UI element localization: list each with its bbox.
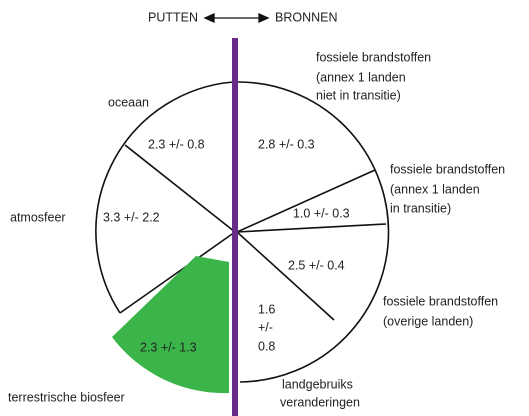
sink-value: 2.3 +/- 0.8 bbox=[148, 137, 205, 151]
source-label: in transitie) bbox=[390, 201, 451, 215]
source-label: fossiele brandstoffen bbox=[316, 50, 431, 64]
sink-divider bbox=[119, 231, 236, 314]
source-value: 0.8 bbox=[258, 339, 275, 353]
sink-value: 2.3 +/- 1.3 bbox=[140, 340, 197, 354]
source-label: (annex 1 landen bbox=[390, 182, 480, 196]
source-label: landgebruiks bbox=[282, 377, 353, 391]
sink-divider bbox=[124, 144, 236, 233]
source-divider bbox=[236, 169, 376, 233]
header-left: PUTTEN bbox=[148, 10, 198, 24]
sink-label: oceaan bbox=[108, 95, 149, 109]
source-divider bbox=[236, 223, 387, 233]
sink-label: atmosfeer bbox=[10, 210, 66, 224]
divider-bar bbox=[232, 38, 238, 416]
sink-value: 3.3 +/- 2.2 bbox=[103, 210, 160, 224]
biosphere-wedge bbox=[112, 256, 229, 394]
source-value: 1.6 bbox=[258, 302, 275, 316]
source-value: 1.0 +/- 0.3 bbox=[293, 206, 350, 220]
right-pie-arc bbox=[236, 81, 390, 383]
source-label: fossiele brandstoffen bbox=[390, 162, 505, 176]
source-label: (overige landen) bbox=[383, 314, 473, 328]
source-label: fossiele brandstoffen bbox=[383, 294, 498, 308]
left-pie-arc bbox=[95, 81, 234, 314]
sink-label: terrestrische biosfeer bbox=[8, 390, 125, 404]
source-divider bbox=[236, 231, 335, 321]
source-label: niet in transitie) bbox=[316, 88, 401, 102]
source-value: +/- bbox=[258, 320, 273, 334]
source-value: 2.5 +/- 0.4 bbox=[288, 258, 345, 272]
source-label: veranderingen bbox=[280, 395, 360, 409]
source-value: 2.8 +/- 0.3 bbox=[258, 137, 315, 151]
source-label: (annex 1 landen bbox=[316, 70, 406, 84]
arrow bbox=[203, 12, 270, 24]
header-right: BRONNEN bbox=[275, 10, 338, 24]
